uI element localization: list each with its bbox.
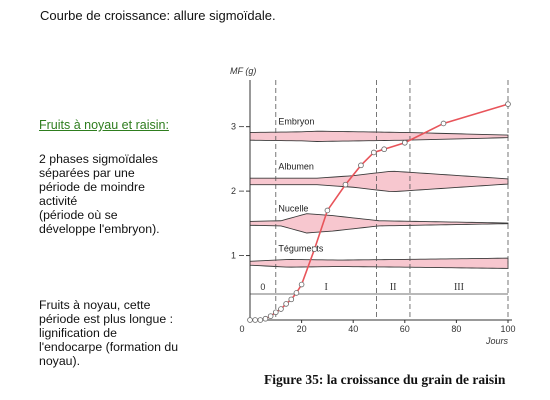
data-point-4 [267, 313, 274, 319]
x-tick-label-4: 100 [500, 324, 515, 334]
band-label-1: Albumen [278, 161, 314, 171]
band-0 [249, 130, 509, 142]
band-3 [249, 257, 509, 269]
data-point-1 [252, 317, 258, 323]
phase-label-1: I [324, 282, 327, 293]
x-axis-label: Jours [485, 336, 509, 346]
data-point-5 [272, 309, 279, 316]
data-point-13 [342, 181, 349, 188]
data-point-2 [257, 317, 264, 323]
band-label-0: Embryon [278, 116, 314, 126]
data-point-16 [381, 146, 387, 153]
phase-label-2: II [390, 282, 397, 293]
x-tick-label-3: 80 [451, 324, 461, 334]
data-point-14 [358, 162, 364, 169]
figure-caption: Figure 35: la croissance du grain de rai… [264, 372, 506, 387]
x-tick-label-2: 60 [400, 324, 410, 334]
x-tick-label-1: 40 [348, 324, 358, 334]
x-tick-label-0: 20 [297, 324, 307, 334]
data-point-15 [371, 149, 377, 156]
data-point-9 [293, 290, 300, 296]
band-2 [249, 213, 509, 234]
data-point-17 [401, 139, 408, 146]
data-point-3 [262, 315, 269, 322]
y-axis-label: MF (g) [230, 66, 256, 76]
band-label-3: Téguments [278, 243, 324, 253]
data-point-8 [288, 296, 295, 303]
y-tick-label-2: 3 [231, 122, 236, 132]
phase-label-3: III [454, 282, 464, 293]
data-point-6 [278, 306, 284, 312]
paragraph-phases: 2 phases sigmoïdales séparées par une pé… [39, 152, 160, 236]
data-point-18 [440, 120, 447, 127]
band-1 [249, 170, 509, 193]
y-tick-label-0: 1 [231, 251, 236, 261]
data-point-10 [298, 281, 305, 288]
phase-label-0: 0 [260, 282, 265, 292]
data-point-7 [283, 301, 289, 307]
data-point-12 [324, 207, 331, 214]
page-title: Courbe de croissance: allure sigmoïdale. [40, 8, 276, 23]
y-tick-label-1: 2 [231, 186, 236, 196]
data-point-0 [247, 317, 253, 323]
origin-label: 0 [239, 324, 244, 334]
section-subtitle: Fruits à noyau et raisin: [39, 118, 169, 132]
band-label-2: Nucelle [278, 203, 308, 213]
paragraph-stone-fruits: Fruits à noyau, cette période est plus l… [39, 298, 179, 368]
data-point-11 [311, 246, 318, 252]
data-point-19 [505, 101, 511, 107]
